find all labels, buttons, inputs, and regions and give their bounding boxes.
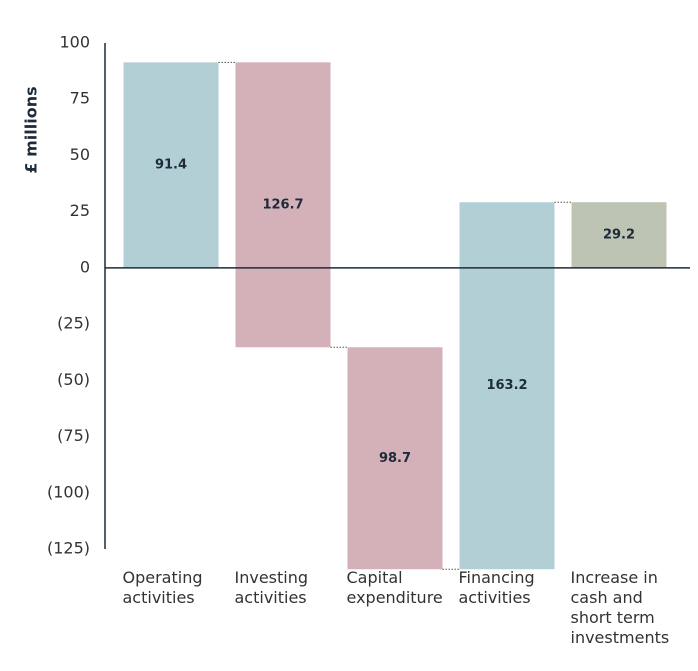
x-tick-label: Capital expenditure: [346, 568, 443, 607]
bar: [571, 202, 667, 268]
data-label: 29.2: [603, 228, 635, 243]
bar: [459, 202, 555, 570]
y-tick-label: (25): [57, 314, 90, 333]
x-tick-label: Financing activities: [458, 568, 535, 607]
y-tick-label: 75: [70, 89, 90, 108]
x-tick-label: Investing activities: [234, 568, 309, 607]
data-label: 163.2: [486, 378, 527, 393]
data-label: 98.7: [379, 451, 411, 466]
data-label: 126.7: [262, 197, 303, 212]
x-tick-label: Operating activities: [122, 568, 203, 607]
y-tick-label: (125): [47, 539, 90, 558]
bar: [123, 62, 219, 268]
data-label: 91.4: [155, 158, 187, 173]
y-tick-label: (50): [57, 370, 90, 389]
bar: [347, 347, 443, 570]
y-tick-label: 100: [59, 33, 90, 52]
bar: [235, 62, 331, 348]
x-tick-label: Increase in cash and short term investme…: [570, 568, 670, 647]
y-tick-label: 0: [80, 257, 90, 276]
y-tick-label: (100): [47, 482, 90, 501]
y-tick-label: (75): [57, 426, 90, 445]
y-tick-label: 50: [70, 145, 90, 164]
y-axis-title: £ millions: [22, 86, 41, 173]
y-tick-label: 25: [70, 201, 90, 220]
